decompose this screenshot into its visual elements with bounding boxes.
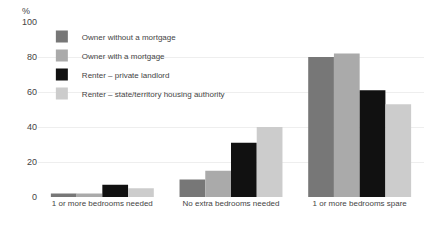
svg-text:0: 0 [32, 192, 37, 202]
svg-text:80: 80 [27, 52, 37, 62]
svg-text:60: 60 [27, 87, 37, 97]
svg-text:1 or more bedrooms needed: 1 or more bedrooms needed [52, 199, 153, 208]
svg-text:Owner with a mortgage: Owner with a mortgage [82, 52, 165, 61]
svg-text:40: 40 [27, 122, 37, 132]
svg-text:100: 100 [22, 17, 37, 27]
svg-text:20: 20 [27, 157, 37, 167]
svg-text:No extra bedrooms needed: No extra bedrooms needed [183, 199, 280, 208]
svg-text:Renter – state/territory housi: Renter – state/territory housing authori… [82, 90, 225, 99]
svg-text:%: % [22, 6, 30, 16]
svg-text:Owner without a mortgage: Owner without a mortgage [82, 33, 176, 42]
svg-text:Renter – private landlord: Renter – private landlord [82, 71, 170, 80]
svg-text:1 or more bedrooms spare: 1 or more bedrooms spare [313, 199, 408, 208]
